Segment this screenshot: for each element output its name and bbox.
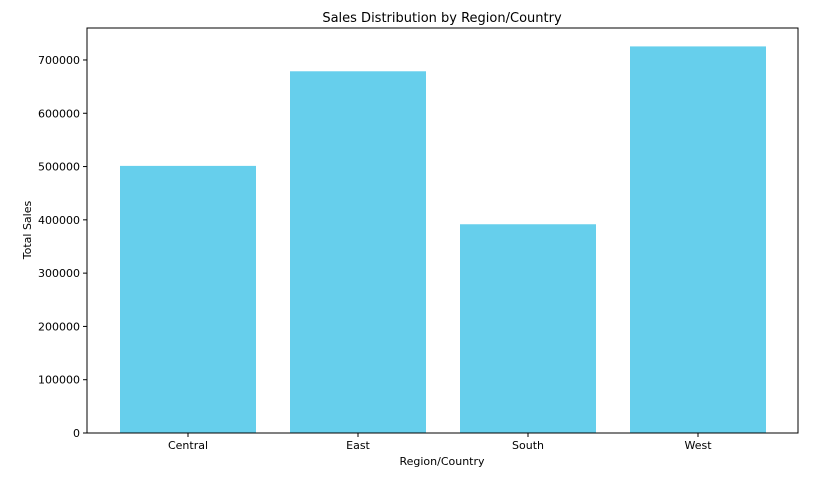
chart-title: Sales Distribution by Region/Country	[322, 11, 562, 26]
x-tick-label: Central	[168, 439, 208, 452]
bar-east	[290, 71, 426, 433]
bar-central	[120, 165, 256, 433]
y-tick-label: 600000	[38, 107, 80, 120]
y-tick-label: 100000	[38, 374, 80, 387]
x-axis-label: Region/Country	[399, 455, 485, 468]
x-tick-label: South	[512, 439, 544, 452]
plot-frame	[86, 27, 799, 434]
y-tick-label: 500000	[38, 161, 80, 174]
bar-south	[460, 224, 596, 433]
y-tick-label: 700000	[38, 54, 80, 67]
y-tick-label: 300000	[38, 267, 80, 280]
x-axis-ticks: Central East South West	[168, 433, 712, 452]
y-axis-label: Total Sales	[21, 201, 34, 261]
x-tick-label: West	[684, 439, 712, 452]
y-tick-label: 200000	[38, 320, 80, 333]
bars-group	[120, 46, 766, 433]
y-tick-label: 400000	[38, 214, 80, 227]
y-tick-label: 0	[73, 427, 80, 440]
x-tick-label: East	[346, 439, 370, 452]
y-axis-ticks: 0 100000 200000 300000 400000 500000 600000 700…	[38, 54, 87, 440]
bar-west	[630, 46, 766, 433]
